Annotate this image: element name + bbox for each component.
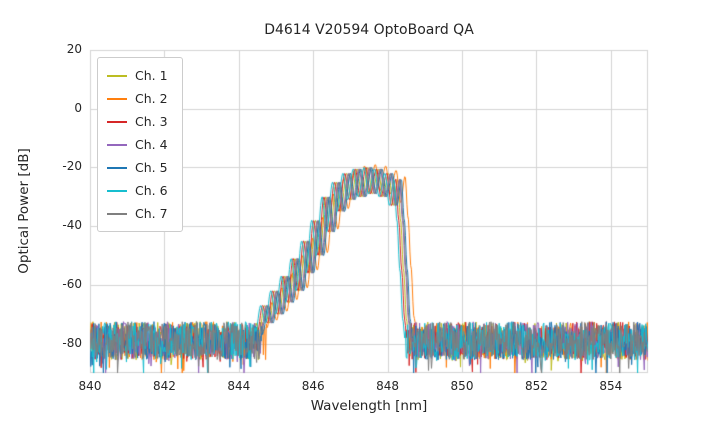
legend-label: Ch. 5: [135, 160, 168, 175]
legend-line-swatch: [107, 212, 127, 215]
legend-line-swatch: [107, 97, 127, 100]
y-tick-label: -60: [62, 276, 82, 291]
legend-label: Ch. 4: [135, 137, 168, 152]
x-tick-label: 844: [227, 379, 251, 393]
legend-entry: Ch. 6: [107, 179, 168, 202]
legend-line-swatch: [107, 74, 127, 77]
chart-title: D4614 V20594 OptoBoard QA: [264, 22, 474, 38]
legend-label: Ch. 6: [135, 183, 168, 198]
x-tick-label: 850: [450, 379, 474, 393]
x-tick-label: 848: [376, 379, 400, 393]
legend-entry: Ch. 3: [107, 110, 168, 133]
y-tick-label: -20: [62, 159, 82, 174]
y-tick-label: -80: [62, 335, 82, 350]
y-tick-label: -40: [62, 218, 82, 233]
legend-line-swatch: [107, 166, 127, 169]
x-tick-label: 840: [78, 379, 102, 393]
legend-entry: Ch. 7: [107, 202, 168, 225]
legend-label: Ch. 1: [135, 68, 168, 83]
x-axis-label: Wavelength [nm]: [310, 398, 428, 414]
legend-line-swatch: [107, 189, 127, 192]
legend-label: Ch. 2: [135, 91, 168, 106]
legend-label: Ch. 3: [135, 114, 168, 129]
legend-line-swatch: [107, 143, 127, 146]
legend-entry: Ch. 2: [107, 87, 168, 110]
y-tick-label: 0: [74, 100, 82, 115]
y-tick-label: 20: [66, 42, 82, 56]
x-tick-label: 852: [524, 379, 548, 393]
x-tick-label: 846: [301, 379, 325, 393]
legend: Ch. 1 Ch. 2 Ch. 3 Ch. 4 Ch. 5 Ch. 6 Ch. 7: [97, 57, 183, 232]
legend-label: Ch. 7: [135, 206, 168, 221]
x-tick-label: 842: [152, 379, 176, 393]
legend-entry: Ch. 1: [107, 64, 168, 87]
x-tick-label: 854: [599, 379, 623, 393]
legend-line-swatch: [107, 120, 127, 123]
legend-entry: Ch. 5: [107, 156, 168, 179]
y-axis-label: Optical Power [dB]: [16, 148, 32, 274]
legend-entry: Ch. 4: [107, 133, 168, 156]
